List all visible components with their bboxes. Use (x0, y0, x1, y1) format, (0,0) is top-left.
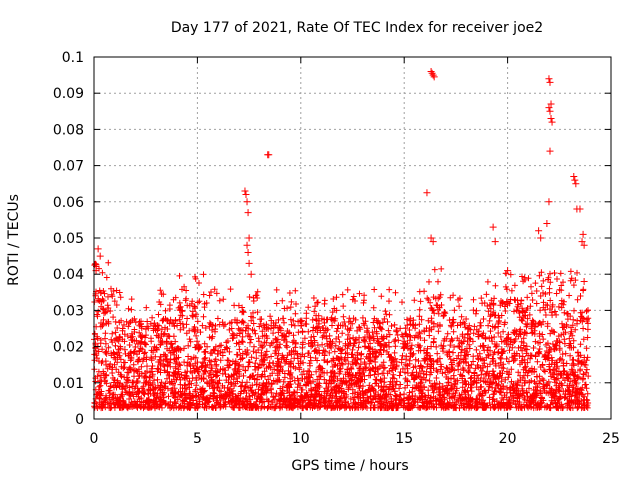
x-tick-label: 15 (395, 431, 413, 447)
data-point (576, 205, 584, 213)
x-axis: 0 5 10 15 20 25 (90, 57, 620, 447)
y-axis-title: ROTI / TECUs (6, 194, 22, 286)
data-point (247, 270, 255, 278)
y-tick-label: 0.01 (53, 376, 84, 392)
data-point (244, 209, 252, 217)
data-point (547, 100, 555, 108)
data-band (91, 259, 592, 412)
roti-band-markers (91, 259, 592, 412)
data-point (546, 147, 554, 155)
data-point (489, 223, 497, 231)
data-point (242, 191, 250, 199)
data-point (428, 69, 436, 77)
data-point (570, 172, 578, 180)
data-point (243, 241, 251, 249)
data-point (504, 267, 512, 275)
data-point (491, 238, 499, 246)
data-point (427, 67, 435, 75)
x-tick-label: 25 (602, 431, 620, 447)
data-points (92, 67, 588, 285)
x-tick-label: 20 (499, 431, 517, 447)
data-point (571, 176, 579, 184)
data-point (543, 220, 551, 228)
data-point (537, 234, 545, 242)
data-point (430, 73, 438, 81)
y-tick-label: 0.1 (62, 50, 84, 66)
data-point (535, 227, 543, 235)
data-point (429, 71, 437, 79)
y-axis: 0 0.01 0.02 0.03 0.04 0.05 0.06 0.07 0.08 0.09 0.1 (53, 50, 611, 428)
data-point (545, 104, 553, 112)
chart-title: Day 177 of 2021, Rate Of TEC Index for r… (171, 20, 543, 36)
data-point (94, 245, 102, 253)
y-tick-label: 0.07 (53, 159, 84, 175)
data-point (580, 241, 588, 249)
data-point (423, 189, 431, 197)
data-point (578, 238, 586, 246)
y-tick-label: 0.04 (53, 267, 84, 283)
data-point (245, 234, 253, 242)
data-point (243, 198, 251, 206)
data-point (548, 118, 556, 126)
y-tick-label: 0.05 (53, 231, 84, 247)
x-tick-label: 10 (292, 431, 310, 447)
y-tick-label: 0.02 (53, 340, 84, 356)
y-tick-label: 0.09 (53, 86, 84, 102)
y-tick-label: 0 (75, 412, 84, 428)
data-point (245, 259, 253, 267)
data-point (546, 107, 554, 115)
data-point (244, 248, 252, 256)
data-point (241, 187, 249, 195)
y-tick-label: 0.03 (53, 303, 84, 319)
data-point (429, 238, 437, 246)
data-point (579, 230, 587, 238)
y-tick-label: 0.06 (53, 195, 84, 211)
x-axis-title: GPS time / hours (291, 458, 408, 474)
data-point (580, 277, 588, 285)
data-point (427, 234, 435, 242)
data-point (265, 151, 273, 159)
data-point (572, 180, 580, 188)
data-point (545, 75, 553, 83)
y-tick-label: 0.08 (53, 122, 84, 138)
x-tick-label: 0 (90, 431, 99, 447)
data-point (547, 115, 555, 123)
x-tick-label: 5 (193, 431, 202, 447)
data-point (546, 78, 554, 86)
data-point (96, 252, 104, 260)
data-point (545, 198, 553, 206)
